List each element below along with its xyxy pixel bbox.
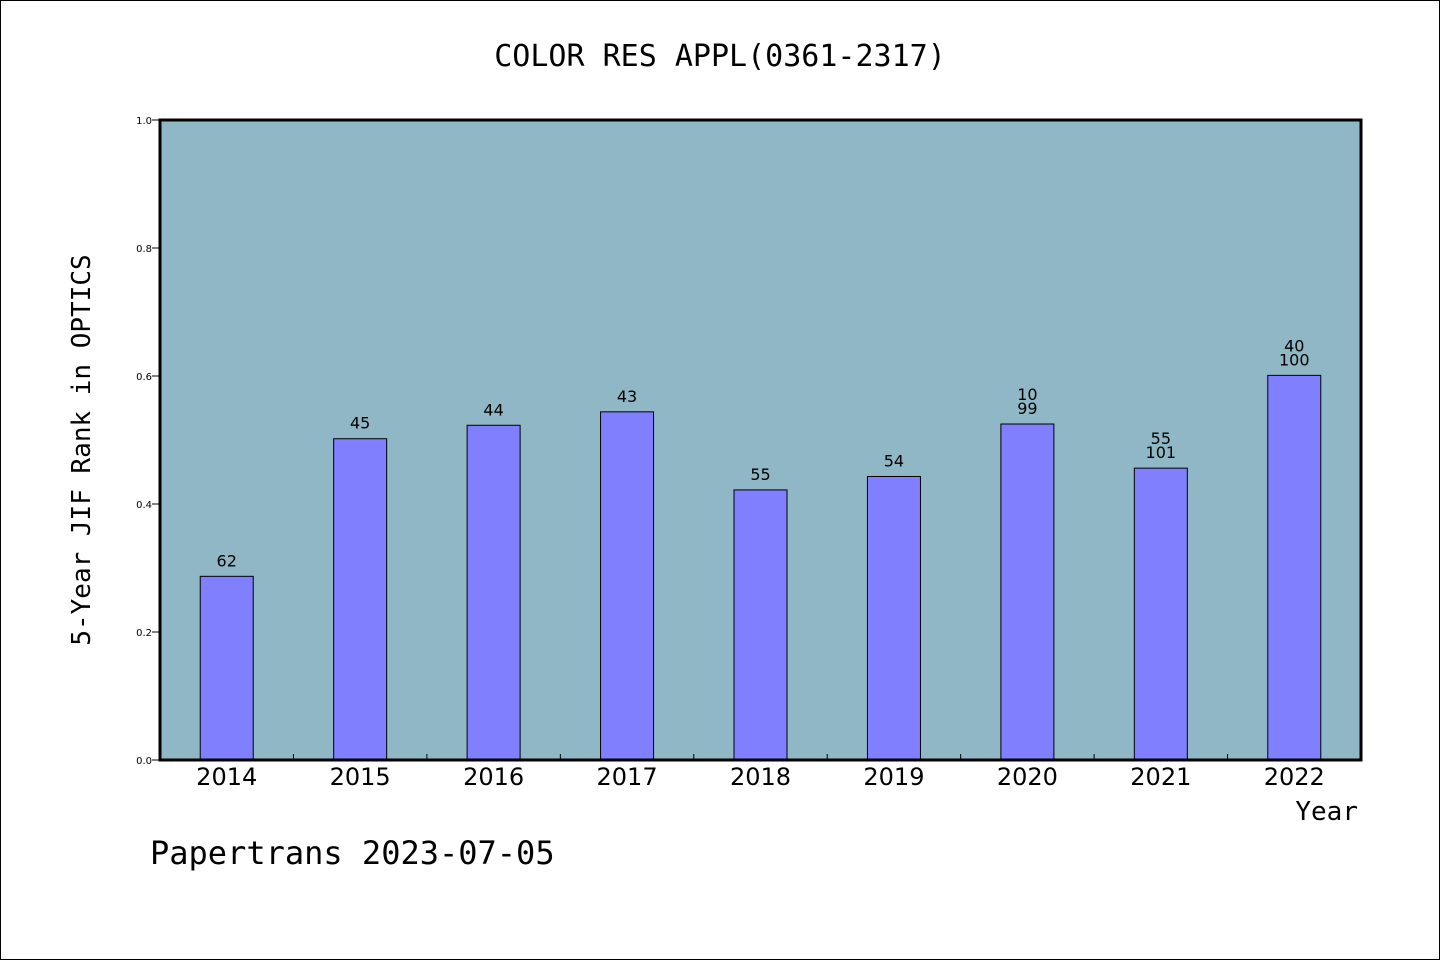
footer-credit: Papertrans 2023-07-05 xyxy=(150,834,555,872)
bar-data-label: 10 xyxy=(1017,385,1037,404)
x-tick-label: 2017 xyxy=(597,763,658,791)
bar xyxy=(1000,423,1055,761)
bar-data-label: 40 xyxy=(1284,336,1304,355)
y-axis: 0.0 0.2 0.4 0.6 0.8 1.0 xyxy=(136,116,160,767)
y-axis-label: 5-Year JIF Rank in OPTICS xyxy=(67,254,97,645)
y-tick-label: 0.4 xyxy=(136,500,152,511)
x-axis-label: Year xyxy=(1295,797,1358,827)
bar xyxy=(866,475,921,761)
bar-data-label: 99 xyxy=(1017,399,1037,418)
x-tick-label: 2014 xyxy=(196,763,257,791)
x-tick-label: 2022 xyxy=(1264,763,1325,791)
x-tick-label: 2021 xyxy=(1130,763,1191,791)
bar-data-label: 55 xyxy=(750,465,770,484)
bar-data-label: 100 xyxy=(1279,350,1310,369)
y-tick-label: 0.2 xyxy=(136,628,152,639)
bar xyxy=(733,489,788,761)
x-tick-label: 2016 xyxy=(463,763,524,791)
y-tick-label: 0.6 xyxy=(136,372,152,383)
x-tick-label: 2019 xyxy=(863,763,924,791)
x-tick-label: 2018 xyxy=(730,763,791,791)
bar-data-label: 45 xyxy=(350,414,370,433)
bar-data-label: 55 xyxy=(1151,429,1171,448)
chart-title: COLOR RES APPL(0361-2317) xyxy=(494,39,946,74)
bar-data-label: 62 xyxy=(217,551,237,570)
x-tick-label: 2020 xyxy=(997,763,1058,791)
bar xyxy=(600,411,655,761)
y-tick-label: 1.0 xyxy=(136,116,152,127)
bar-data-label: 43 xyxy=(617,387,637,406)
bar xyxy=(333,438,388,761)
x-axis: 2014 2015 2016 2017 2018 2019 2020 2021 2022 xyxy=(196,754,1325,791)
y-tick-label: 0.8 xyxy=(136,244,152,255)
bar-data-label: 44 xyxy=(483,400,503,419)
y-tick-label: 0.0 xyxy=(136,756,152,767)
bar xyxy=(466,424,521,761)
bar xyxy=(1267,374,1322,761)
x-tick-label: 2015 xyxy=(330,763,391,791)
bar-data-label: 101 xyxy=(1146,443,1177,462)
bar xyxy=(1133,467,1188,761)
bar xyxy=(199,575,254,761)
bar-data-label: 54 xyxy=(884,451,904,470)
